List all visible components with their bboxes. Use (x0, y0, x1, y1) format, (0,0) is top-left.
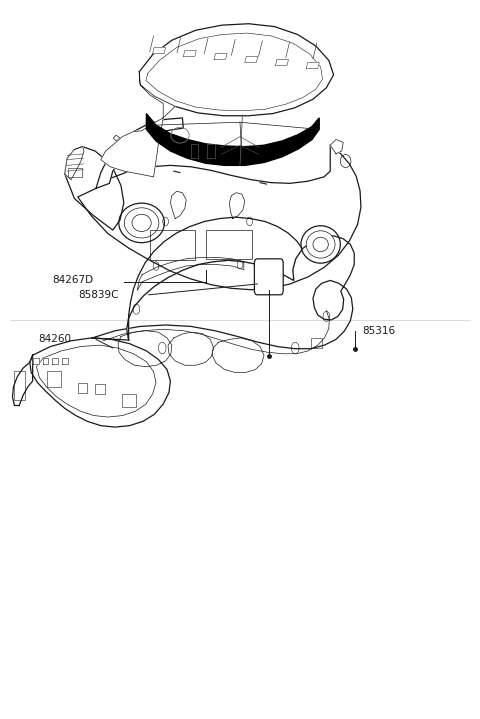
Ellipse shape (124, 208, 159, 238)
Polygon shape (214, 54, 227, 60)
Polygon shape (30, 338, 170, 427)
Bar (95, 384, 105, 394)
Polygon shape (65, 147, 84, 180)
Polygon shape (276, 60, 288, 65)
Text: 84267D: 84267D (52, 275, 94, 285)
Polygon shape (113, 135, 120, 141)
Polygon shape (183, 50, 196, 56)
Bar (78, 383, 87, 393)
Polygon shape (146, 33, 323, 111)
Polygon shape (127, 217, 302, 340)
Text: 84260: 84260 (38, 334, 71, 344)
Text: 85839C: 85839C (79, 290, 119, 300)
Polygon shape (65, 147, 124, 230)
Polygon shape (96, 118, 183, 188)
Bar (68, 168, 82, 177)
Polygon shape (330, 139, 343, 154)
Polygon shape (52, 358, 58, 364)
Bar (47, 371, 61, 387)
Polygon shape (33, 358, 39, 364)
Polygon shape (62, 358, 68, 364)
Text: 85316: 85316 (362, 326, 396, 336)
Polygon shape (153, 47, 166, 53)
Polygon shape (78, 145, 361, 290)
Polygon shape (306, 63, 319, 68)
Polygon shape (43, 358, 48, 364)
Bar (150, 230, 195, 260)
FancyBboxPatch shape (254, 259, 283, 295)
Bar (311, 338, 322, 348)
Polygon shape (146, 114, 319, 165)
Ellipse shape (306, 231, 335, 258)
Bar (122, 394, 136, 407)
Polygon shape (245, 57, 258, 63)
Bar (206, 230, 252, 259)
Polygon shape (139, 24, 334, 116)
Bar (14, 371, 25, 400)
Polygon shape (92, 236, 354, 349)
Polygon shape (101, 72, 175, 177)
Polygon shape (12, 355, 33, 406)
